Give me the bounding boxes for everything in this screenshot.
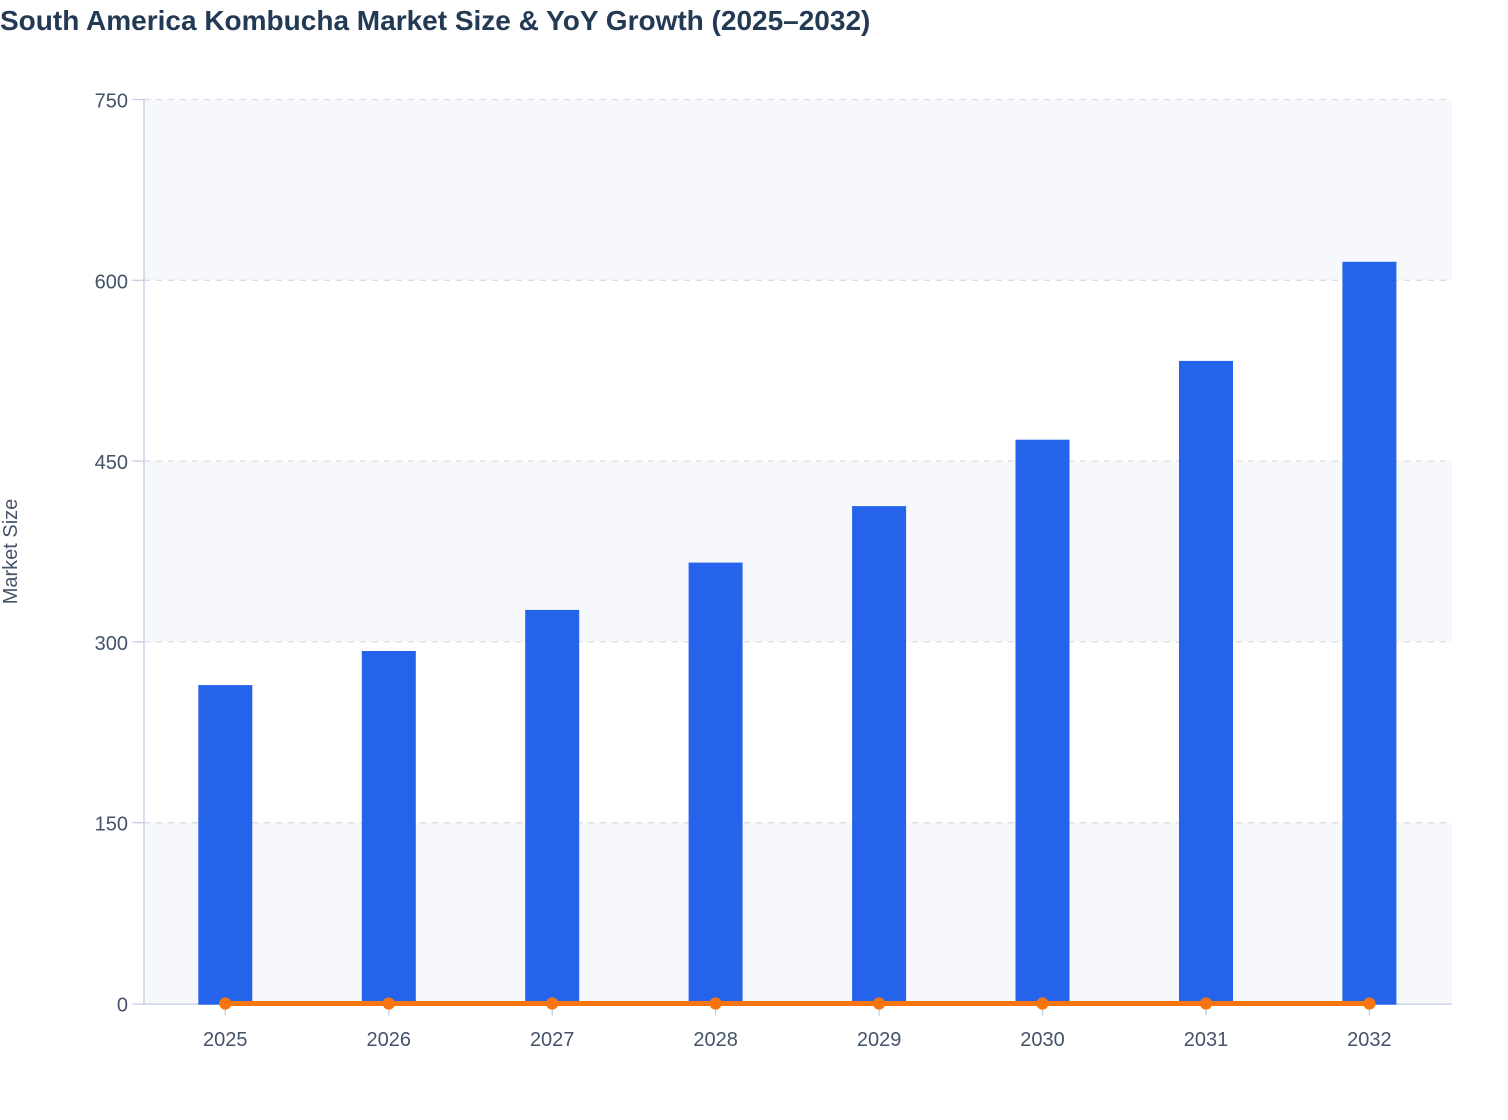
svg-text:450: 450 bbox=[95, 452, 128, 474]
svg-text:Market Size: Market Size bbox=[0, 499, 22, 605]
svg-text:2029: 2029 bbox=[857, 1029, 902, 1051]
svg-text:2028: 2028 bbox=[693, 1029, 738, 1051]
svg-text:2031: 2031 bbox=[1184, 1029, 1229, 1051]
svg-text:150: 150 bbox=[95, 814, 128, 836]
svg-text:0: 0 bbox=[117, 995, 128, 1017]
svg-text:2032: 2032 bbox=[1347, 1029, 1392, 1051]
svg-text:2027: 2027 bbox=[530, 1029, 575, 1051]
svg-text:2030: 2030 bbox=[1020, 1029, 1065, 1051]
svg-text:2026: 2026 bbox=[367, 1029, 412, 1051]
svg-text:2025: 2025 bbox=[203, 1029, 248, 1051]
svg-text:750: 750 bbox=[95, 91, 128, 113]
svg-text:South America Kombucha Market: South America Kombucha Market Size & YoY… bbox=[0, 5, 870, 36]
svg-text:300: 300 bbox=[95, 633, 128, 655]
svg-text:600: 600 bbox=[95, 271, 128, 293]
